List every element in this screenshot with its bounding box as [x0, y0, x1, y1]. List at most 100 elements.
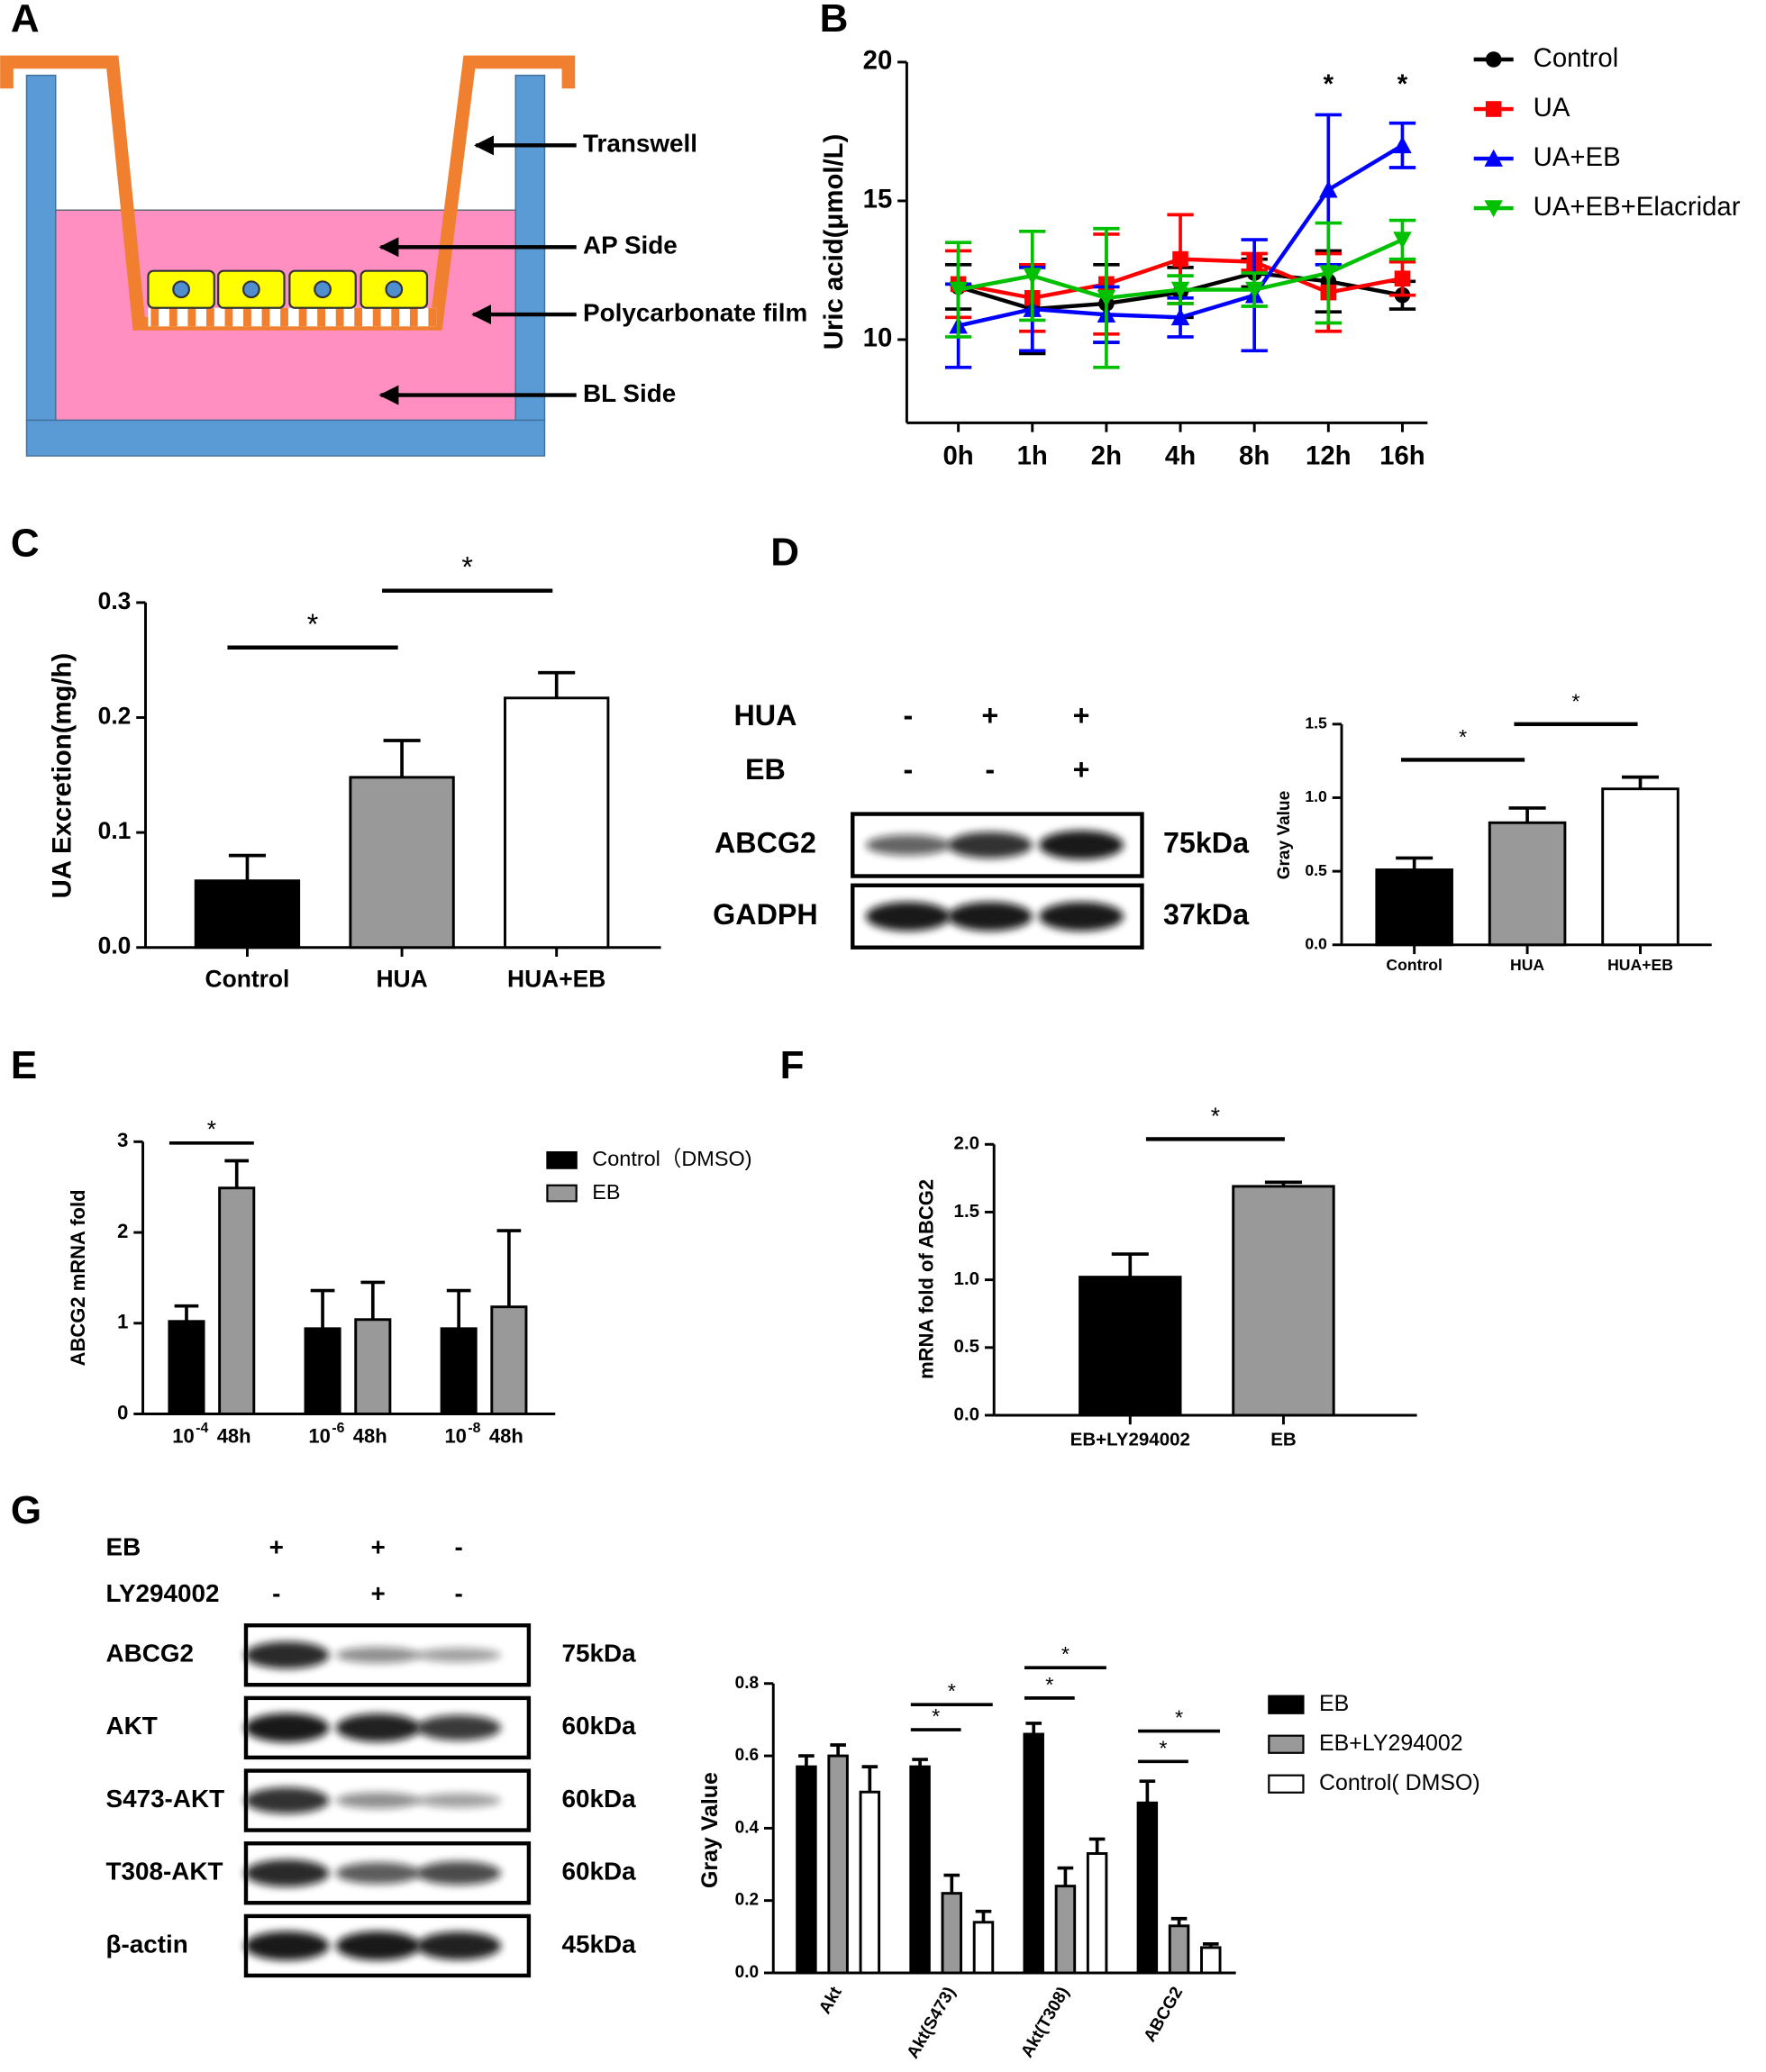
x-tick-label: EB+LY294002: [1070, 1429, 1190, 1449]
x-tick-label: 0h: [942, 441, 973, 470]
legend-swatch: [546, 1184, 578, 1203]
lane-sign: -: [903, 753, 913, 786]
error-bar: [830, 1743, 846, 1757]
x-tick-label: HUA: [1510, 956, 1544, 974]
y-tick-label: 3: [117, 1129, 128, 1151]
point: [1394, 270, 1411, 287]
x-tick-label: HUA+EB: [507, 965, 605, 992]
blot-band: [244, 1786, 330, 1814]
legend-marker: [1485, 101, 1502, 117]
legend-label: UA+EB: [1534, 142, 1621, 172]
legend-marker: [1485, 51, 1502, 68]
point: [1244, 281, 1264, 299]
legend-label: UA+EB+Elacridar: [1534, 192, 1741, 222]
error-bar: [1025, 1722, 1042, 1734]
error-bar: [496, 1229, 522, 1307]
y-tick-label: 0.5: [954, 1336, 980, 1357]
significance: *: [1045, 1673, 1053, 1696]
lane-sign: -: [903, 699, 913, 732]
legend-label: UA: [1534, 93, 1570, 123]
point: [1170, 281, 1190, 299]
blot-band: [1039, 830, 1124, 860]
significance: *: [1159, 1736, 1167, 1759]
panel-labels: A B C D E F G: [11, 0, 848, 1532]
x-tick-label: 16h: [1379, 441, 1425, 470]
error-bar: [228, 853, 266, 881]
lane-sign: +: [1073, 699, 1090, 732]
panel-label: D: [770, 531, 799, 575]
bar: [1136, 1801, 1159, 1975]
bar: [1488, 821, 1567, 947]
significance: *: [1061, 1642, 1070, 1666]
x-tick-label: Akt(T308): [1018, 1984, 1074, 2061]
y-tick-label: 1.5: [954, 1201, 980, 1222]
blot-band: [335, 1792, 421, 1809]
blot-band: [244, 1859, 330, 1887]
x-tick-label: HUA+EB: [1607, 956, 1673, 974]
panel-label: E: [11, 1043, 37, 1087]
lane-sign: +: [1073, 753, 1090, 786]
size-label: 60kDa: [562, 1712, 637, 1740]
blot-band: [416, 1861, 502, 1886]
legend-marker: [1484, 149, 1503, 167]
x-tick-label: -4: [196, 1421, 208, 1436]
x-tick-label: 48h: [353, 1425, 387, 1448]
chart: 0.0 0.2 0.4 0.6 0.8 Gray Value Akt Akt(S473) Akt…: [697, 1642, 1480, 2062]
panel-label: F: [780, 1043, 805, 1087]
x-tick-label: 12h: [1306, 441, 1352, 470]
y-tick-label: 0.0: [954, 1404, 980, 1424]
y-tick-label: 1.0: [1305, 787, 1327, 805]
condition-label: EB: [745, 753, 786, 786]
y-tick-label: 10: [863, 323, 893, 353]
blot-band: [947, 902, 1033, 931]
bar: [490, 1305, 528, 1415]
point: [949, 281, 968, 299]
legend-label: Control( DMSO): [1319, 1770, 1480, 1795]
bar: [1375, 868, 1453, 947]
x-tick-label: 10: [172, 1425, 194, 1448]
y-axis-label: Gray Value: [1275, 791, 1294, 879]
x-tick-label: -6: [332, 1421, 344, 1436]
bar: [168, 1320, 205, 1415]
bar: [504, 696, 610, 950]
bar: [1168, 1924, 1190, 1975]
bar: [1601, 787, 1680, 947]
bar: [1232, 1185, 1335, 1417]
point: [1097, 289, 1116, 308]
x-tick-label: 48h: [489, 1425, 523, 1448]
legend-label: EB+LY294002: [1319, 1731, 1463, 1756]
legend-label: EB: [592, 1180, 620, 1204]
significance: *: [1397, 69, 1408, 99]
error-bar: [538, 670, 576, 698]
blot-band: [416, 1931, 502, 1960]
significance: *: [207, 1116, 216, 1143]
error-bar: [975, 1909, 992, 1922]
x-tick-label: Control: [1386, 956, 1443, 974]
well-bottom: [25, 419, 546, 457]
significance: *: [307, 608, 319, 641]
y-tick-label: 1.0: [954, 1268, 980, 1289]
bar: [972, 1921, 995, 1975]
x-tick-label: Akt(S473): [904, 1984, 960, 2062]
y-tick-label: 2.0: [954, 1133, 980, 1154]
bar: [796, 1765, 817, 1975]
size-label: 60kDa: [562, 1785, 637, 1813]
error-bar: [224, 1159, 250, 1188]
blot-band: [416, 1714, 502, 1740]
diagram-label: Transwell: [583, 130, 697, 158]
blot-band: [865, 902, 951, 931]
size-label: 37kDa: [1163, 898, 1250, 931]
point: [1319, 180, 1338, 198]
x-tick-label: 4h: [1165, 441, 1196, 470]
blot-band: [335, 1931, 421, 1961]
error-bar: [383, 739, 421, 777]
bar: [1079, 1276, 1182, 1417]
x-tick-label: Control: [205, 965, 290, 992]
transwell-diagram: Transwell AP Side Polycarbonate film BL …: [0, 55, 807, 457]
legend-swatch: [1268, 1695, 1305, 1714]
y-tick-label: 2: [117, 1220, 128, 1242]
x-tick-label: 48h: [217, 1425, 251, 1448]
point: [1023, 268, 1042, 286]
y-tick-label: 0.0: [735, 1963, 759, 1982]
lane-sign: -: [455, 1532, 463, 1560]
